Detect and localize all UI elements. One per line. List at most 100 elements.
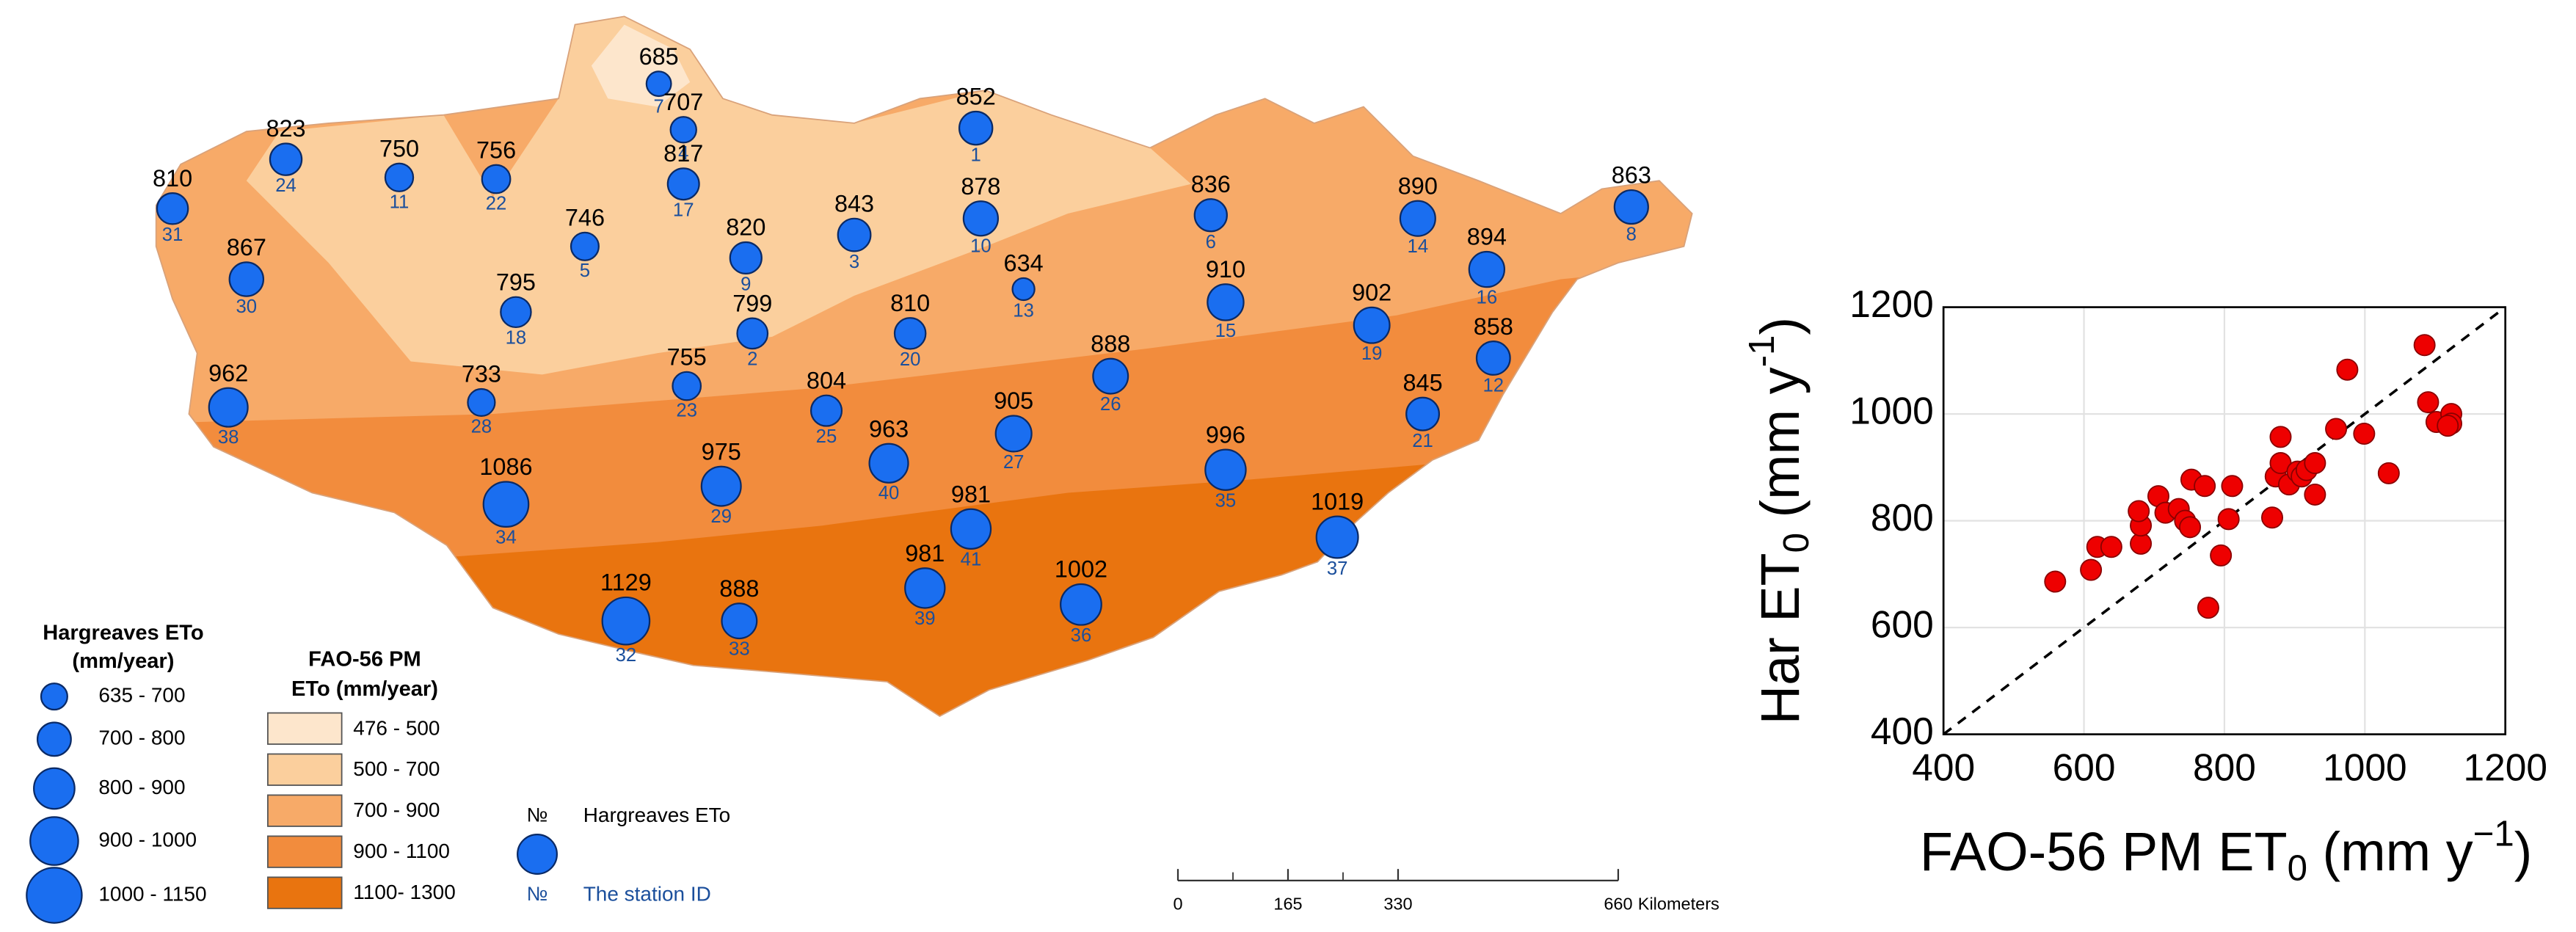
station-legend-id-text: The station ID: [583, 882, 711, 905]
station-value: 962: [208, 360, 248, 386]
station-marker: [1475, 341, 1511, 376]
y-label-main: Har ET: [1750, 553, 1811, 724]
station-marker: [736, 317, 769, 350]
station-value: 750: [379, 135, 419, 161]
scale-bar-unit: Kilometers: [1638, 895, 1720, 914]
y-label-close: ): [1750, 317, 1811, 335]
x-label-sub: 0: [2288, 848, 2307, 888]
station-marker: [1207, 283, 1245, 321]
station-id: 7: [654, 96, 664, 117]
station-id: 14: [1408, 236, 1429, 257]
scatter-point: [2353, 423, 2376, 445]
station-id: 22: [486, 194, 507, 214]
station-marker: [482, 481, 530, 528]
station-marker: [669, 116, 697, 144]
scatter-point: [2304, 452, 2326, 475]
scale-bar-label: 0: [1173, 895, 1182, 914]
station-id: 33: [729, 638, 750, 659]
station-id: 6: [1206, 232, 1216, 252]
scatter-point: [2336, 358, 2359, 381]
y-label-sup: -1: [1742, 335, 1782, 368]
station-value: 981: [951, 481, 991, 507]
station-id: 17: [673, 200, 694, 221]
station-legend-value-text: Hargreaves ETo: [583, 804, 731, 826]
scatter-point: [2417, 391, 2439, 414]
station-marker: [868, 443, 909, 484]
station-marker: [384, 162, 415, 192]
station-marker: [1193, 198, 1228, 233]
scale-bar-label: 165: [1273, 895, 1302, 914]
station-id: 35: [1215, 490, 1237, 511]
station-marker: [1315, 515, 1359, 559]
fao-legend-swatch: [267, 876, 343, 909]
station-id: 36: [1071, 625, 1092, 646]
station-marker: [721, 602, 758, 640]
station-id: 13: [1013, 300, 1034, 321]
hargreaves-legend-label: 635 - 700: [98, 684, 185, 707]
hargreaves-legend-label: 700 - 800: [98, 727, 185, 749]
y-tick-label: 1200: [1849, 283, 1934, 325]
fao-legend-label: 1100- 1300: [353, 881, 455, 903]
hargreaves-legend-title: Hargreaves ETo: [43, 622, 203, 645]
fao-legend-swatch: [267, 712, 343, 745]
scale-bar: 0 165 330 660 Kilometers: [1173, 869, 1720, 914]
station-legend-marker: [517, 834, 558, 875]
station-marker: [269, 142, 303, 176]
y-tick-label: 600: [1871, 603, 1934, 646]
scatter-point: [2377, 462, 2400, 484]
station-marker: [700, 465, 742, 507]
station-value: 685: [639, 43, 679, 70]
fao-legend-label: 476 - 500: [353, 716, 440, 739]
hargreaves-legend-label: 800 - 900: [98, 776, 185, 798]
y-tick-label: 1000: [1849, 390, 1934, 432]
station-id: 9: [741, 274, 751, 294]
hargreaves-legend-symbol: [33, 767, 76, 810]
fao-legend-swatch: [267, 794, 343, 827]
station-legend-id-symbol: №: [527, 883, 548, 905]
station-value: 852: [956, 84, 996, 110]
station-value: 1002: [1055, 556, 1107, 583]
station-value: 634: [1004, 250, 1044, 277]
station-id: 20: [900, 349, 921, 370]
x-tick-label: 1000: [2323, 746, 2407, 788]
scale-bar-label: 330: [1383, 895, 1412, 914]
y-tick-label: 800: [1871, 496, 1934, 539]
station-value: 1019: [1311, 488, 1364, 514]
station-value: 981: [905, 540, 945, 567]
station-marker: [500, 296, 532, 329]
hargreaves-legend-title: (mm/year): [72, 649, 174, 673]
fao-legend-label: 900 - 1100: [353, 840, 450, 862]
station-value: 905: [994, 387, 1033, 414]
station-marker: [809, 394, 843, 427]
station-id: 39: [914, 608, 936, 629]
station-id: 19: [1361, 343, 1383, 364]
station-value: 804: [807, 367, 846, 393]
station-marker: [1011, 277, 1036, 302]
scatter-point: [2437, 415, 2459, 437]
plot-frame: [1942, 306, 2507, 735]
station-marker: [601, 596, 651, 646]
station-id: 18: [506, 327, 527, 348]
station-id: 26: [1100, 394, 1121, 415]
station-id: 11: [390, 192, 410, 212]
x-tick-label: 800: [2193, 746, 2256, 788]
station-value: 902: [1352, 280, 1391, 306]
y-axis-label: Har ET0 (mm y-1): [1742, 317, 1816, 724]
station-value: 863: [1612, 162, 1651, 189]
scatter-point: [2261, 506, 2284, 529]
scatter-point: [2413, 334, 2436, 357]
scatter-point: [2325, 418, 2348, 440]
station-marker: [672, 371, 702, 401]
scatter-point: [2179, 516, 2202, 539]
station-value: 845: [1402, 369, 1442, 396]
station-value: 733: [462, 361, 501, 387]
station-marker: [467, 387, 496, 418]
fao-legend-swatch: [267, 835, 343, 868]
station-value: 799: [732, 290, 772, 316]
station-marker: [904, 567, 946, 609]
station-id: 4: [678, 143, 688, 164]
station-value: 756: [476, 136, 516, 163]
station-marker: [1468, 250, 1506, 288]
fao-legend-title: FAO-56 PM: [308, 648, 421, 671]
